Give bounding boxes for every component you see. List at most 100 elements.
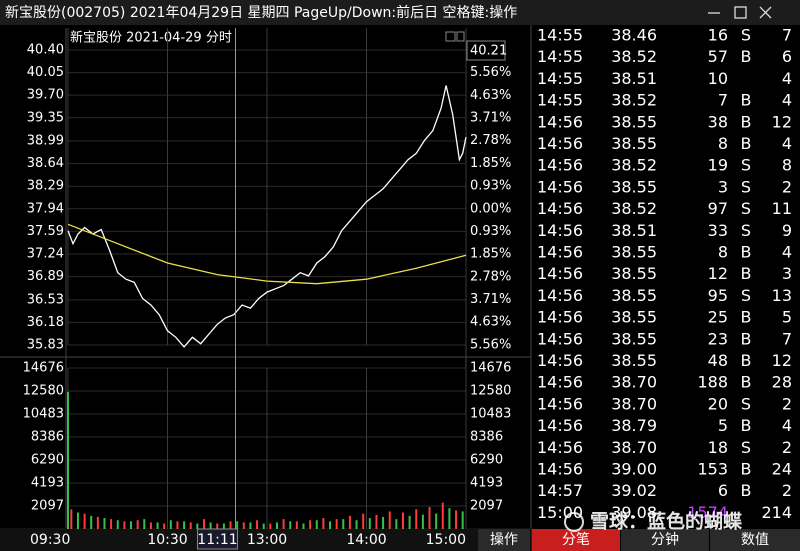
y-tick-label: 38.64 (27, 156, 64, 171)
tab[interactable] (710, 529, 800, 551)
volume-bar (90, 515, 93, 529)
window-buttons[interactable] (708, 6, 772, 19)
trade-volume: 97 (708, 199, 728, 218)
trade-time: 14:56 (537, 264, 583, 283)
trade-price: 39.02 (611, 481, 657, 500)
trade-row: 14:56 38.55 3 S 2 (537, 177, 792, 196)
trade-time: 14:57 (537, 481, 583, 500)
trade-count: 11 (772, 199, 792, 218)
volume-bar (329, 521, 332, 529)
trade-row: 14:57 39.02 6 B 2 (537, 481, 792, 500)
trade-side: B (741, 329, 752, 348)
volume-bar (408, 515, 411, 529)
trade-row: 14:56 38.70 188 B 28 (537, 373, 792, 392)
volume-bar (70, 509, 73, 529)
volume-bar (163, 523, 166, 529)
trade-count: 4 (782, 416, 792, 435)
trade-volume: 8 (718, 134, 728, 153)
volume-bar (421, 514, 424, 529)
volume-tick-label: 6290 (31, 452, 64, 467)
trade-side: B (741, 416, 752, 435)
y-tick-label: 37.24 (27, 246, 64, 261)
chart-title: 新宝股份 2021-04-29 分时 (70, 30, 232, 46)
tab-label[interactable]: 分笔 (562, 532, 590, 548)
trade-price: 38.52 (611, 91, 657, 110)
volume-tick-label: 6290 (470, 452, 503, 467)
trade-side: B (741, 308, 752, 327)
trade-time: 14:56 (537, 243, 583, 262)
volume-bar (348, 515, 351, 529)
y2-tick-label: 2.78% (470, 269, 511, 284)
trade-price: 38.70 (611, 373, 657, 392)
volume-bar (103, 518, 106, 529)
y2-tick-label: 1.85% (470, 247, 511, 262)
volume-bar (382, 516, 385, 529)
trade-volume: 8 (718, 243, 728, 262)
y-tick-label: 38.29 (27, 179, 64, 194)
trade-count: 7 (782, 329, 792, 348)
trade-volume: 18 (708, 438, 728, 457)
trade-count: 6 (782, 47, 792, 66)
volume-bar (83, 513, 86, 529)
title-bar (0, 0, 800, 25)
volume-bar (202, 519, 205, 529)
tab[interactable] (621, 529, 709, 551)
trade-row: 14:56 38.55 48 B 12 (537, 351, 792, 370)
trade-time: 14:56 (537, 460, 583, 479)
trade-row: 14:56 38.55 12 B 3 (537, 264, 792, 283)
volume-bar (435, 513, 438, 529)
trade-price: 38.52 (611, 199, 657, 218)
trade-row: 14:56 38.55 8 B 4 (537, 243, 792, 262)
volume-bar (375, 514, 378, 529)
tab-label[interactable]: 数值 (741, 532, 769, 548)
trade-time: 14:56 (537, 351, 583, 370)
trade-table: 14:55 38.46 16 S 714:55 38.52 57 B 614:55 38.51 10… (537, 26, 792, 522)
volume-bar (282, 519, 285, 529)
trade-side: B (741, 481, 752, 500)
trade-row: 15:00 39.08 1574 214 (537, 503, 792, 522)
trade-time: 14:56 (537, 329, 583, 348)
tab-label[interactable]: 分钟 (651, 531, 679, 548)
tab-label[interactable]: 操作 (490, 532, 518, 548)
volume-bar (143, 519, 146, 529)
trade-count: 9 (782, 221, 792, 240)
time-axis-bar (0, 528, 531, 551)
price-box (466, 40, 506, 61)
window-title: 新宝股份(002705) 2021年04月29日 星期四 PageUp/Down… (5, 4, 517, 21)
volume-bar (309, 520, 312, 529)
volume-bar (67, 391, 69, 529)
trade-price: 38.55 (611, 286, 657, 305)
volume-bar (455, 510, 458, 529)
trade-count: 4 (782, 134, 792, 153)
volume-bar (289, 521, 292, 529)
y-tick-label: 40.05 (27, 65, 64, 80)
trade-side: B (741, 112, 752, 131)
volume-tick-label: 14676 (23, 361, 64, 376)
trade-time: 14:56 (537, 156, 583, 175)
volume-bar (96, 516, 99, 529)
volume-bar (222, 523, 225, 529)
y-tick-label: 37.94 (27, 201, 64, 216)
trade-time: 14:56 (537, 308, 583, 327)
volume-tick-label: 12580 (470, 383, 511, 398)
trade-volume: 38 (708, 112, 728, 131)
y-tick-label: 39.70 (27, 88, 64, 103)
volume-bar (322, 518, 325, 529)
trade-count: 28 (772, 373, 792, 392)
trade-time: 14:56 (537, 199, 583, 218)
y2-tick-label: 0.93% (470, 224, 511, 239)
trade-count: 5 (782, 308, 792, 327)
trade-count: 12 (772, 351, 792, 370)
trade-side: B (741, 243, 752, 262)
trade-count: 4 (782, 243, 792, 262)
trade-count: 7 (782, 26, 792, 45)
volume-bar (342, 519, 345, 529)
y2-tick-label: 5.56% (470, 338, 511, 353)
trade-row: 14:56 38.79 5 B 4 (537, 416, 792, 435)
volume-bar (123, 521, 126, 529)
tab[interactable] (478, 529, 530, 551)
trade-volume: 16 (708, 26, 728, 45)
y-tick-label: 39.35 (27, 110, 64, 125)
toolbar-icons[interactable] (445, 31, 465, 42)
tab-active[interactable] (532, 529, 620, 551)
